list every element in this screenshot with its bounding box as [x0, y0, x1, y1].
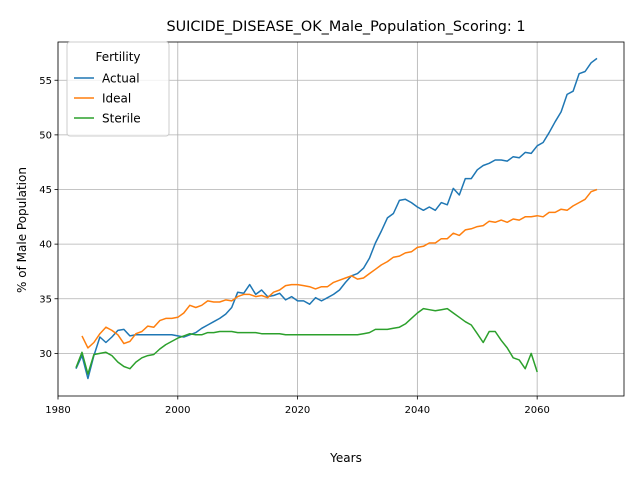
y-tick-label: 50	[39, 130, 52, 141]
x-axis-label: Years	[329, 451, 362, 465]
x-tick-label: 2000	[165, 405, 190, 416]
x-tick-label: 2020	[285, 405, 310, 416]
legend: Fertility Actual Ideal Sterile	[66, 41, 170, 137]
y-axis-ticks: 30 35 40 45 50 55	[39, 76, 58, 360]
series-lines	[75, 57, 598, 380]
y-axis-label: % of Male Population	[15, 167, 29, 293]
y-tick-label: 45	[39, 185, 52, 196]
grid-lines	[57, 42, 624, 396]
chart-title: SUICIDE_DISEASE_OK_Male_Population_Scori…	[166, 19, 525, 35]
y-tick-label: 30	[39, 349, 52, 360]
x-tick-label: 2060	[524, 405, 549, 416]
y-tick-label: 40	[39, 240, 52, 251]
x-tick-label: 1980	[45, 405, 70, 416]
legend-label: Sterile	[102, 112, 141, 126]
legend-label: Ideal	[102, 92, 131, 106]
y-tick-label: 55	[39, 76, 52, 87]
series-line-ideal	[81, 188, 598, 349]
axes-frame	[57, 41, 625, 397]
series-line-sterile	[75, 307, 538, 375]
legend-label: Actual	[102, 72, 140, 86]
series-line-actual	[75, 57, 598, 380]
y-tick-label: 35	[39, 294, 52, 305]
legend-box	[66, 41, 170, 137]
x-axis-ticks: 1980 2000 2020 2040 2060	[45, 396, 550, 416]
x-tick-label: 2040	[405, 405, 430, 416]
legend-title: Fertility	[95, 50, 140, 64]
